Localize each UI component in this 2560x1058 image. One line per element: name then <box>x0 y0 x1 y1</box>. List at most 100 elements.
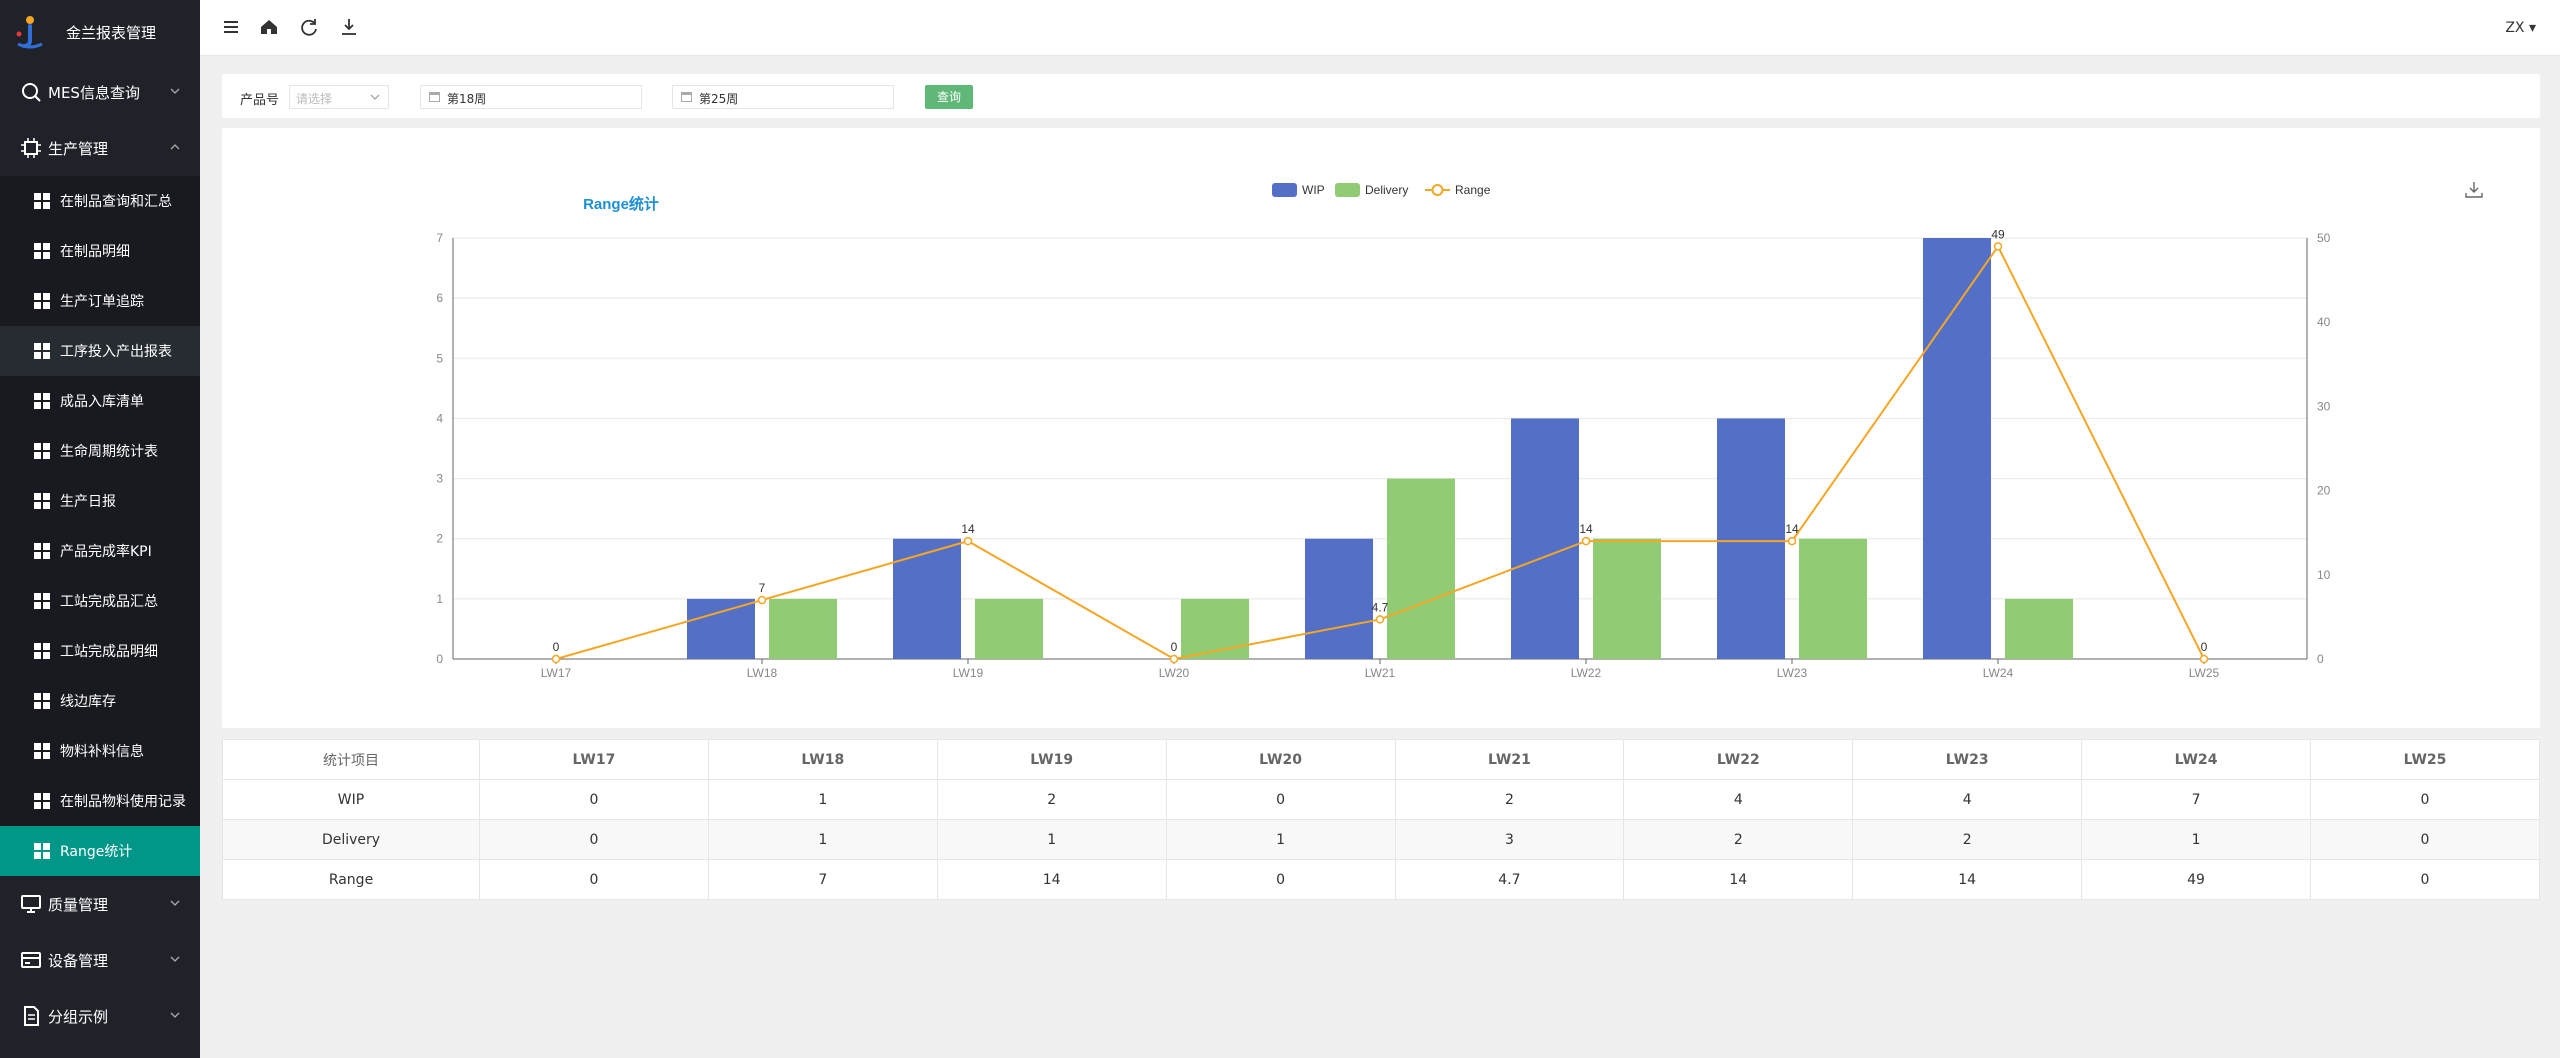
legend-swatch-wip <box>1272 183 1297 197</box>
sidebar-item-process-io-report[interactable]: 工序投入产出报表 <box>0 326 200 376</box>
table-row: WIP 0 1 2 0 2 4 4 7 0 <box>222 779 2540 820</box>
bar-wip <box>687 598 755 659</box>
chart-title: Range统计 <box>583 195 659 213</box>
sidebar-item-wip-detail[interactable]: 在制品明细 <box>0 226 200 276</box>
sidebar-item-wip-material-usage[interactable]: 在制品物料使用记录 <box>0 776 200 826</box>
grid-icon <box>34 243 50 259</box>
table-cell: 2 <box>1623 819 1854 860</box>
x-tick-label: LW21 <box>1365 666 1396 680</box>
bar-delivery <box>1181 598 1249 659</box>
menu-group-label: 生产管理 <box>48 139 109 158</box>
table-cell: 49 <box>2081 859 2311 900</box>
table-cell: 0 <box>479 859 709 900</box>
y-right-tick-label: 10 <box>2317 568 2331 582</box>
menu-group-label: 分组示例 <box>48 1007 109 1026</box>
table-header-cell: LW20 <box>1165 739 1396 780</box>
sidebar-item-label: 生命周期统计表 <box>60 444 158 460</box>
table-cell: 4.7 <box>1394 859 1625 900</box>
y-right-tick-label: 50 <box>2317 231 2331 245</box>
sidebar-item-lifecycle-stats[interactable]: 生命周期统计表 <box>0 426 200 476</box>
sidebar-item-station-detail[interactable]: 工站完成品明细 <box>0 626 200 676</box>
grid-icon <box>34 543 50 559</box>
sidebar-item-completion-kpi[interactable]: 产品完成率KPI <box>0 526 200 576</box>
bar-wip <box>1511 418 1579 659</box>
chevron-up-icon <box>170 144 180 150</box>
sidebar-item-station-summary[interactable]: 工站完成品汇总 <box>0 576 200 626</box>
grid-icon <box>34 393 50 409</box>
sidebar: 金兰报表管理 MES信息查询 生产管理 在制品查询和汇总 在制品明细 生产订单追… <box>0 0 200 1058</box>
table-header-cell: 统计项目 <box>222 739 480 780</box>
sidebar-item-label: Range统计 <box>60 844 133 860</box>
download-icon[interactable] <box>338 16 360 38</box>
data-label-range: 14 <box>1785 522 1799 536</box>
sidebar-item-label: 在制品物料使用记录 <box>60 794 186 810</box>
menu-toggle-icon[interactable] <box>220 16 242 38</box>
point-range <box>2199 654 2209 664</box>
point-range <box>1993 242 2003 251</box>
menu-group-label: 设备管理 <box>48 951 109 970</box>
app-logo: 金兰报表管理 <box>0 0 200 64</box>
table-cell: 4 <box>1852 779 2083 820</box>
grid-icon <box>34 793 50 809</box>
menu-group-examples[interactable]: 分组示例 <box>0 988 200 1044</box>
user-menu[interactable]: ZX ▾ <box>2505 20 2536 36</box>
sidebar-item-finished-goods-list[interactable]: 成品入库清单 <box>0 376 200 426</box>
table-cell: 0 <box>479 779 709 820</box>
table-cell: 0 <box>479 819 709 860</box>
y-left-tick-label: 4 <box>436 411 443 425</box>
table-header-cell: LW19 <box>936 739 1167 780</box>
sidebar-item-range-stats[interactable]: Range统计 <box>0 826 200 876</box>
chart-download-icon[interactable] <box>2465 182 2483 198</box>
range-chart: 0 1 2 3 4 5 6 7 0 10 20 30 40 50 LW17 LW18 LW19 LW20 LW21 L… <box>436 182 2483 680</box>
chevron-down-icon <box>170 1012 180 1018</box>
sidebar-item-label: 物料补料信息 <box>60 744 144 760</box>
data-label-range: 49 <box>1991 227 2005 241</box>
y-left-tick-label: 5 <box>436 351 443 365</box>
product-select[interactable]: 请选择 <box>289 85 389 109</box>
table-cell: Delivery <box>222 819 480 860</box>
grid-icon <box>34 593 50 609</box>
bar-wip <box>893 538 961 659</box>
user-name: ZX <box>2505 20 2525 36</box>
grid-icon <box>34 193 50 209</box>
menu-group-mes-query[interactable]: MES信息查询 <box>0 64 200 120</box>
end-week-input[interactable]: 第25周 <box>672 85 894 109</box>
start-week-input[interactable]: 第18周 <box>420 85 642 109</box>
table-row: Range 0 7 14 0 4.7 14 14 49 0 <box>222 859 2540 900</box>
sidebar-item-label: 产品完成率KPI <box>60 544 152 560</box>
y-left-tick-label: 0 <box>436 652 443 666</box>
query-button[interactable]: 查询 <box>925 85 973 109</box>
data-label-range: 0 <box>2201 640 2208 654</box>
sidebar-item-line-inventory[interactable]: 线边库存 <box>0 676 200 726</box>
table-cell: 1 <box>707 819 938 860</box>
y-left-tick-label: 1 <box>436 592 443 606</box>
sidebar-item-wip-query-summary[interactable]: 在制品查询和汇总 <box>0 176 200 226</box>
x-tick-label: LW22 <box>1571 666 1602 680</box>
point-range <box>1169 654 1179 664</box>
calendar-icon <box>429 92 440 102</box>
sidebar-item-order-tracking[interactable]: 生产订单追踪 <box>0 276 200 326</box>
menu-group-production[interactable]: 生产管理 <box>0 120 200 176</box>
x-tick-label: LW25 <box>2189 666 2220 680</box>
x-tick-label: LW17 <box>541 666 572 680</box>
point-range <box>1787 536 1797 546</box>
sidebar-item-material-supply[interactable]: 物料补料信息 <box>0 726 200 776</box>
menu-group-label: 质量管理 <box>48 895 109 914</box>
table-cell: 0 <box>2310 819 2540 860</box>
grid-icon <box>34 693 50 709</box>
y-left-tick-label: 7 <box>436 231 443 245</box>
x-tick-label: LW24 <box>1983 666 2014 680</box>
menu-group-equipment[interactable]: 设备管理 <box>0 932 200 988</box>
table-cell: 0 <box>1165 859 1396 900</box>
table-cell: WIP <box>222 779 480 820</box>
table-cell: 14 <box>1852 859 2083 900</box>
data-label-range: 14 <box>961 522 975 536</box>
sidebar-item-label: 工序投入产出报表 <box>60 344 172 360</box>
caret-down-icon: ▾ <box>2528 20 2536 36</box>
sidebar-item-daily-report[interactable]: 生产日报 <box>0 476 200 526</box>
menu-group-quality[interactable]: 质量管理 <box>0 876 200 932</box>
refresh-icon[interactable] <box>298 16 320 38</box>
chart-card: 0 1 2 3 4 5 6 7 0 10 20 30 40 50 LW17 LW18 LW19 LW20 LW21 L… <box>222 128 2540 728</box>
table-header-cell: LW23 <box>1852 739 2083 780</box>
home-icon[interactable] <box>258 16 280 38</box>
